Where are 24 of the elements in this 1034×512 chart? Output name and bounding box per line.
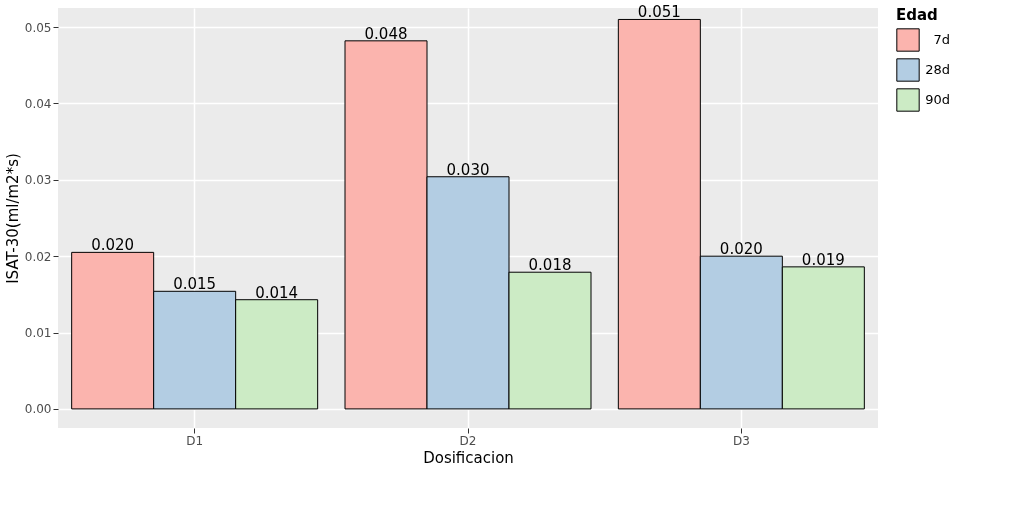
y-tick-label: 0.05	[24, 20, 52, 35]
data-label: 0.015	[173, 275, 217, 294]
data-label: 0.048	[364, 24, 408, 43]
data-label: 0.020	[719, 240, 763, 259]
y-tick-label: 0.02	[24, 249, 52, 264]
x-tick-label: D2	[459, 433, 477, 448]
y-tick-label: 0.00	[24, 402, 52, 417]
x-tick-label: D3	[732, 433, 750, 448]
data-label: 0.051	[637, 3, 681, 22]
data-label: 0.014	[255, 283, 299, 302]
y-axis-title: ISAT-30(ml/m2*s)	[3, 153, 22, 284]
legend-title: Edad	[896, 6, 938, 24]
y-tick-label: 0.04	[24, 96, 52, 111]
legend-label: 28d	[925, 62, 950, 77]
x-axis-title: Dosificacion	[423, 448, 514, 467]
legend-label: 7d	[933, 32, 950, 47]
y-tick-label: 0.01	[24, 326, 52, 341]
data-label: 0.019	[801, 250, 845, 269]
y-tick-label: 0.03	[24, 173, 52, 188]
x-tick-label: D1	[186, 433, 204, 448]
data-label: 0.020	[91, 236, 135, 255]
data-label: 0.030	[446, 160, 490, 179]
data-label: 0.018	[528, 256, 572, 275]
legend-label: 90d	[925, 92, 950, 107]
